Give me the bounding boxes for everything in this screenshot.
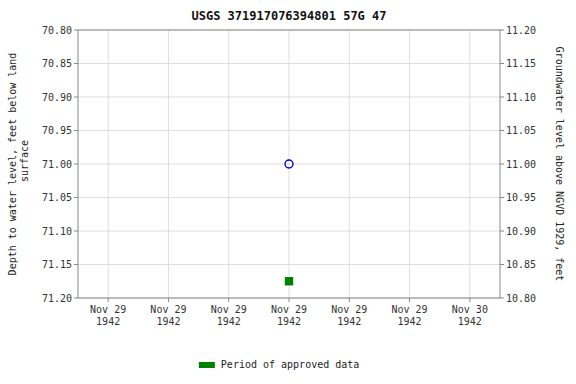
tick <box>74 264 78 265</box>
tick <box>500 63 504 64</box>
tick-label: 70.85 <box>42 58 72 69</box>
text-line: Depth to water level, feet below land <box>7 53 18 276</box>
tick-label: 11.00 <box>506 159 536 170</box>
text-line: 1942 <box>96 316 120 327</box>
tick-label: 70.90 <box>42 92 72 103</box>
legend-swatch <box>199 362 215 368</box>
tick-label: 71.05 <box>42 192 72 203</box>
tick <box>469 298 470 302</box>
text-line: Nov 29 <box>271 304 307 315</box>
text-line: surface <box>19 140 30 188</box>
tick <box>168 298 169 302</box>
grid-line <box>168 30 169 298</box>
grid-line <box>469 30 470 298</box>
tick-label: Nov 291942 <box>392 304 428 327</box>
text-line: 1942 <box>277 316 301 327</box>
tick-label: 11.15 <box>506 58 536 69</box>
title: USGS 371917076394801 57G 47 <box>191 9 386 23</box>
text-line: 1942 <box>156 316 180 327</box>
tick <box>500 97 504 98</box>
tick <box>500 130 504 131</box>
text-line: 1942 <box>458 316 482 327</box>
grid-line <box>409 30 410 298</box>
y2-axis-label: Groundwater level above NGVD 1929, feet <box>554 47 565 282</box>
tick <box>500 164 504 165</box>
tick <box>108 298 109 302</box>
chart: 70.80 70.85 70.90 70.95 71.00 71.05 71.10 71.15… <box>0 0 576 384</box>
tick-label: 70.80 <box>42 25 72 36</box>
plot-frame <box>78 30 500 298</box>
tick-label: 10.80 <box>506 293 536 304</box>
tick <box>74 130 78 131</box>
tick <box>74 30 78 31</box>
point <box>285 160 293 168</box>
grid-line <box>108 30 109 298</box>
text-line: Groundwater level above NGVD 1929, feet <box>554 47 565 282</box>
text-line: Nov 29 <box>150 304 186 315</box>
grid-line <box>349 30 350 298</box>
text-line: Nov 29 <box>211 304 247 315</box>
tick <box>289 298 290 302</box>
tick <box>74 97 78 98</box>
tick-label: Nov 291942 <box>90 304 126 327</box>
tick-label: 11.20 <box>506 25 536 36</box>
tick <box>500 30 504 31</box>
tick <box>74 63 78 64</box>
tick-label: 71.00 <box>42 159 72 170</box>
grid-line <box>228 30 229 298</box>
tick <box>500 231 504 232</box>
tick-label: Nov 291942 <box>150 304 186 327</box>
tick <box>349 298 350 302</box>
tick-label: 10.95 <box>506 192 536 203</box>
text-line: 1942 <box>398 316 422 327</box>
tick-label: Nov 291942 <box>271 304 307 327</box>
tick-label: Nov 291942 <box>331 304 367 327</box>
tick-label: 71.15 <box>42 259 72 270</box>
axes: 70.80 70.85 70.90 70.95 71.00 71.05 71.10 71.15… <box>42 25 536 328</box>
text-line: Nov 30 <box>452 304 488 315</box>
text-line: 1942 <box>337 316 361 327</box>
text-line: Nov 29 <box>392 304 428 315</box>
tick-label: 71.10 <box>42 226 72 237</box>
tick <box>74 298 78 299</box>
marks <box>285 160 293 285</box>
grid-line <box>289 30 290 298</box>
grid <box>78 30 500 298</box>
text-line: Nov 29 <box>90 304 126 315</box>
tick-label: Nov 291942 <box>211 304 247 327</box>
text-line: 1942 <box>217 316 241 327</box>
tick <box>228 298 229 302</box>
tick-label: 11.05 <box>506 125 536 136</box>
tick-label: 10.90 <box>506 226 536 237</box>
tick <box>74 231 78 232</box>
point <box>286 278 293 285</box>
legend: Period of approved data <box>199 359 359 370</box>
tick-label: 10.85 <box>506 259 536 270</box>
tick <box>500 197 504 198</box>
legend-label: Period of approved data <box>221 359 359 370</box>
tick-label: Nov 301942 <box>452 304 488 327</box>
tick <box>74 164 78 165</box>
y-axis-label: Depth to water level, feet below land su… <box>7 53 30 276</box>
text-line: Nov 29 <box>331 304 367 315</box>
background <box>0 0 576 384</box>
tick <box>500 264 504 265</box>
tick-label: 70.95 <box>42 125 72 136</box>
tick <box>500 298 504 299</box>
tick <box>74 197 78 198</box>
tick <box>409 298 410 302</box>
tick-label: 71.20 <box>42 293 72 304</box>
tick-label: 11.10 <box>506 92 536 103</box>
